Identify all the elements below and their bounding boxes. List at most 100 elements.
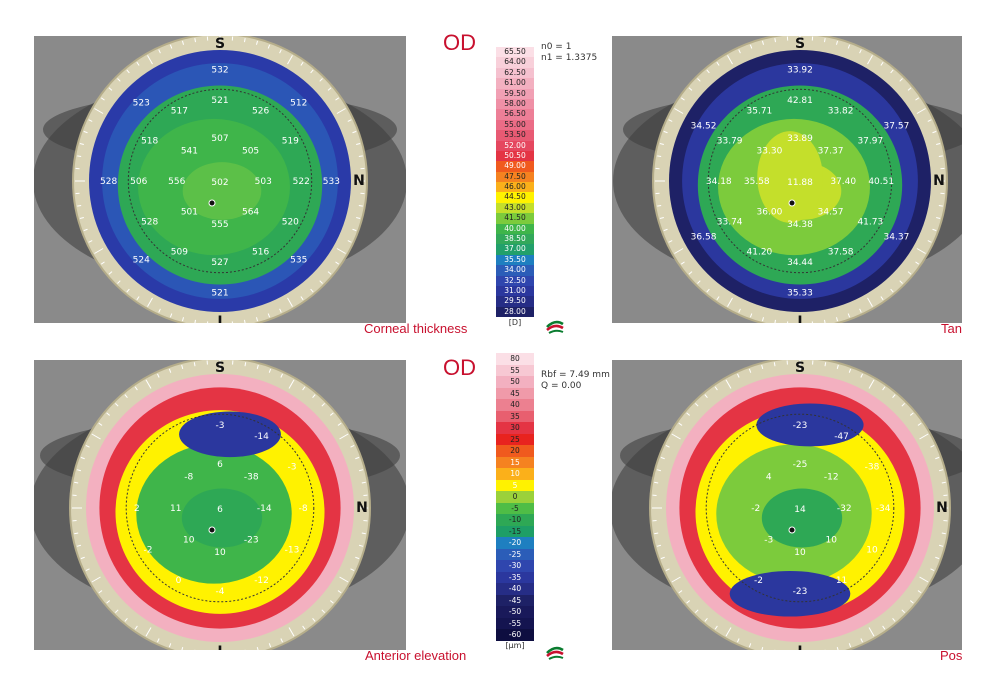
pupil-outline	[705, 413, 895, 603]
degree-tick	[347, 119, 352, 122]
map-value: 556	[168, 177, 185, 187]
compass-nasal: N	[353, 173, 365, 189]
map-layer	[761, 488, 843, 548]
degree-tick	[836, 317, 839, 322]
degree-tick	[352, 130, 357, 134]
degree-tick	[156, 638, 160, 643]
map-value: 33.92	[787, 66, 813, 76]
degree-tick	[749, 44, 753, 49]
map-value: 509	[171, 247, 188, 257]
map-value: 6	[217, 460, 223, 470]
topography-map[interactable]: S N I 6 6 -38 -14 -23 10 10 11 -8 -3 -14 -3 -8 -13 -12 -4 0…	[34, 360, 406, 650]
map-value: 10	[826, 535, 838, 545]
degree-tick	[927, 240, 932, 243]
degree-tick	[350, 568, 355, 572]
degree-tick	[336, 108, 346, 114]
degree-tick	[665, 444, 670, 448]
degree-tick	[892, 617, 896, 622]
degree-tick	[919, 433, 929, 440]
map-value: 555	[211, 220, 228, 230]
degree-tick	[88, 240, 93, 243]
degree-tick	[936, 142, 941, 145]
degree-tick	[901, 609, 906, 614]
degree-tick	[302, 386, 306, 391]
degree-tick	[108, 271, 113, 275]
topography-map[interactable]: S N I 502 507 505 503 564 555 501 556 541 521 526 519 5…	[34, 36, 406, 323]
degree-tick	[761, 40, 764, 45]
map-value: 10	[866, 546, 878, 556]
scale-step: -30	[496, 560, 534, 572]
degree-tick	[74, 532, 79, 535]
map-value: 10	[183, 535, 195, 545]
degree-tick	[748, 643, 752, 648]
map-value: 33.74	[717, 218, 743, 228]
map-panel-posterior-elevation[interactable]: S N I 14 -25 -12 -32 10 10 -3 -2 4 -23 -47 -38 -34 10 11 -…	[612, 360, 962, 650]
degree-tick	[907, 87, 912, 91]
degree-tick	[665, 568, 670, 572]
degree-tick	[321, 609, 326, 614]
refraction-params: n0 = 1 n1 = 1.3375	[541, 42, 598, 63]
scale-unit-dioptre: [D]	[508, 318, 522, 327]
scale-step: 55.00	[496, 119, 534, 131]
degree-tick	[194, 319, 197, 323]
scale-step: 50	[496, 376, 534, 388]
scale-step: 5	[496, 479, 534, 491]
degree-tick	[880, 61, 884, 66]
degree-tick	[868, 627, 875, 637]
topography-map[interactable]: S N I 11.88 33.89 37.37 37.40 34.57 34.38 36.00 35…	[612, 36, 962, 323]
map-panel-corneal-thickness[interactable]: S N I 502 507 505 503 564 555 501 556 541 521 526 519 5…	[34, 36, 406, 323]
degree-tick	[300, 296, 304, 301]
degree-tick	[761, 646, 764, 650]
degree-tick	[168, 643, 172, 648]
degree-tick	[935, 556, 940, 560]
degree-tick	[243, 38, 246, 43]
compass-nasal: N	[356, 500, 368, 516]
degree-tick	[145, 627, 152, 637]
scale-unit-microns: [µm]	[505, 641, 525, 650]
degree-tick	[860, 373, 864, 378]
degree-tick	[256, 364, 259, 370]
degree-tick	[932, 228, 937, 232]
map-title-posterior-elevation: Pos	[940, 648, 963, 663]
degree-tick	[671, 576, 681, 583]
map-value: 37.37	[818, 146, 844, 156]
degree-tick	[268, 643, 272, 648]
degree-tick	[714, 386, 718, 391]
degree-tick	[919, 576, 929, 583]
map-value: 37.97	[857, 136, 883, 146]
topography-map[interactable]: S N I 14 -25 -12 -32 10 10 -3 -2 4 -23 -47 -38 -34 10 11 -…	[612, 360, 962, 650]
degree-tick	[339, 576, 349, 583]
degree-tick	[126, 69, 130, 74]
scale-step: 34.00	[496, 265, 534, 276]
degree-tick	[117, 78, 121, 82]
map-panel-anterior-elevation[interactable]: S N I 6 6 -38 -14 -23 10 10 11 -8 -3 -14 -3 -8 -13 -12 -4 0…	[34, 360, 406, 650]
scale-step: 35.50	[496, 254, 534, 266]
scale-step: -55	[496, 617, 534, 629]
scale-step: 37.00	[496, 244, 534, 255]
degree-tick	[256, 40, 259, 45]
degree-tick	[310, 288, 314, 293]
degree-tick	[181, 40, 184, 45]
map-title-tangential: Tan	[941, 321, 962, 336]
degree-tick	[147, 55, 153, 65]
degree-tick	[117, 280, 121, 284]
degree-tick	[727, 55, 733, 65]
degree-tick	[98, 590, 103, 594]
map-value: 524	[133, 256, 150, 266]
map-value: -23	[244, 535, 259, 545]
degree-tick	[312, 617, 316, 622]
degree-tick	[930, 444, 935, 448]
degree-tick	[678, 590, 683, 594]
map-title-corneal-thickness: Corneal thickness	[364, 321, 468, 336]
degree-tick	[657, 155, 662, 158]
degree-tick	[319, 78, 323, 82]
map-value: 521	[211, 288, 228, 298]
degree-tick	[76, 544, 82, 547]
degree-tick	[355, 456, 360, 460]
map-value: 34.44	[787, 258, 813, 268]
degree-tick	[686, 600, 691, 604]
map-value: -8	[299, 504, 308, 514]
scale-step: 30	[496, 422, 534, 434]
map-value: 2	[134, 504, 140, 514]
map-panel-tangential[interactable]: S N I 11.88 33.89 37.37 37.40 34.57 34.38 36.00 35…	[612, 36, 962, 323]
